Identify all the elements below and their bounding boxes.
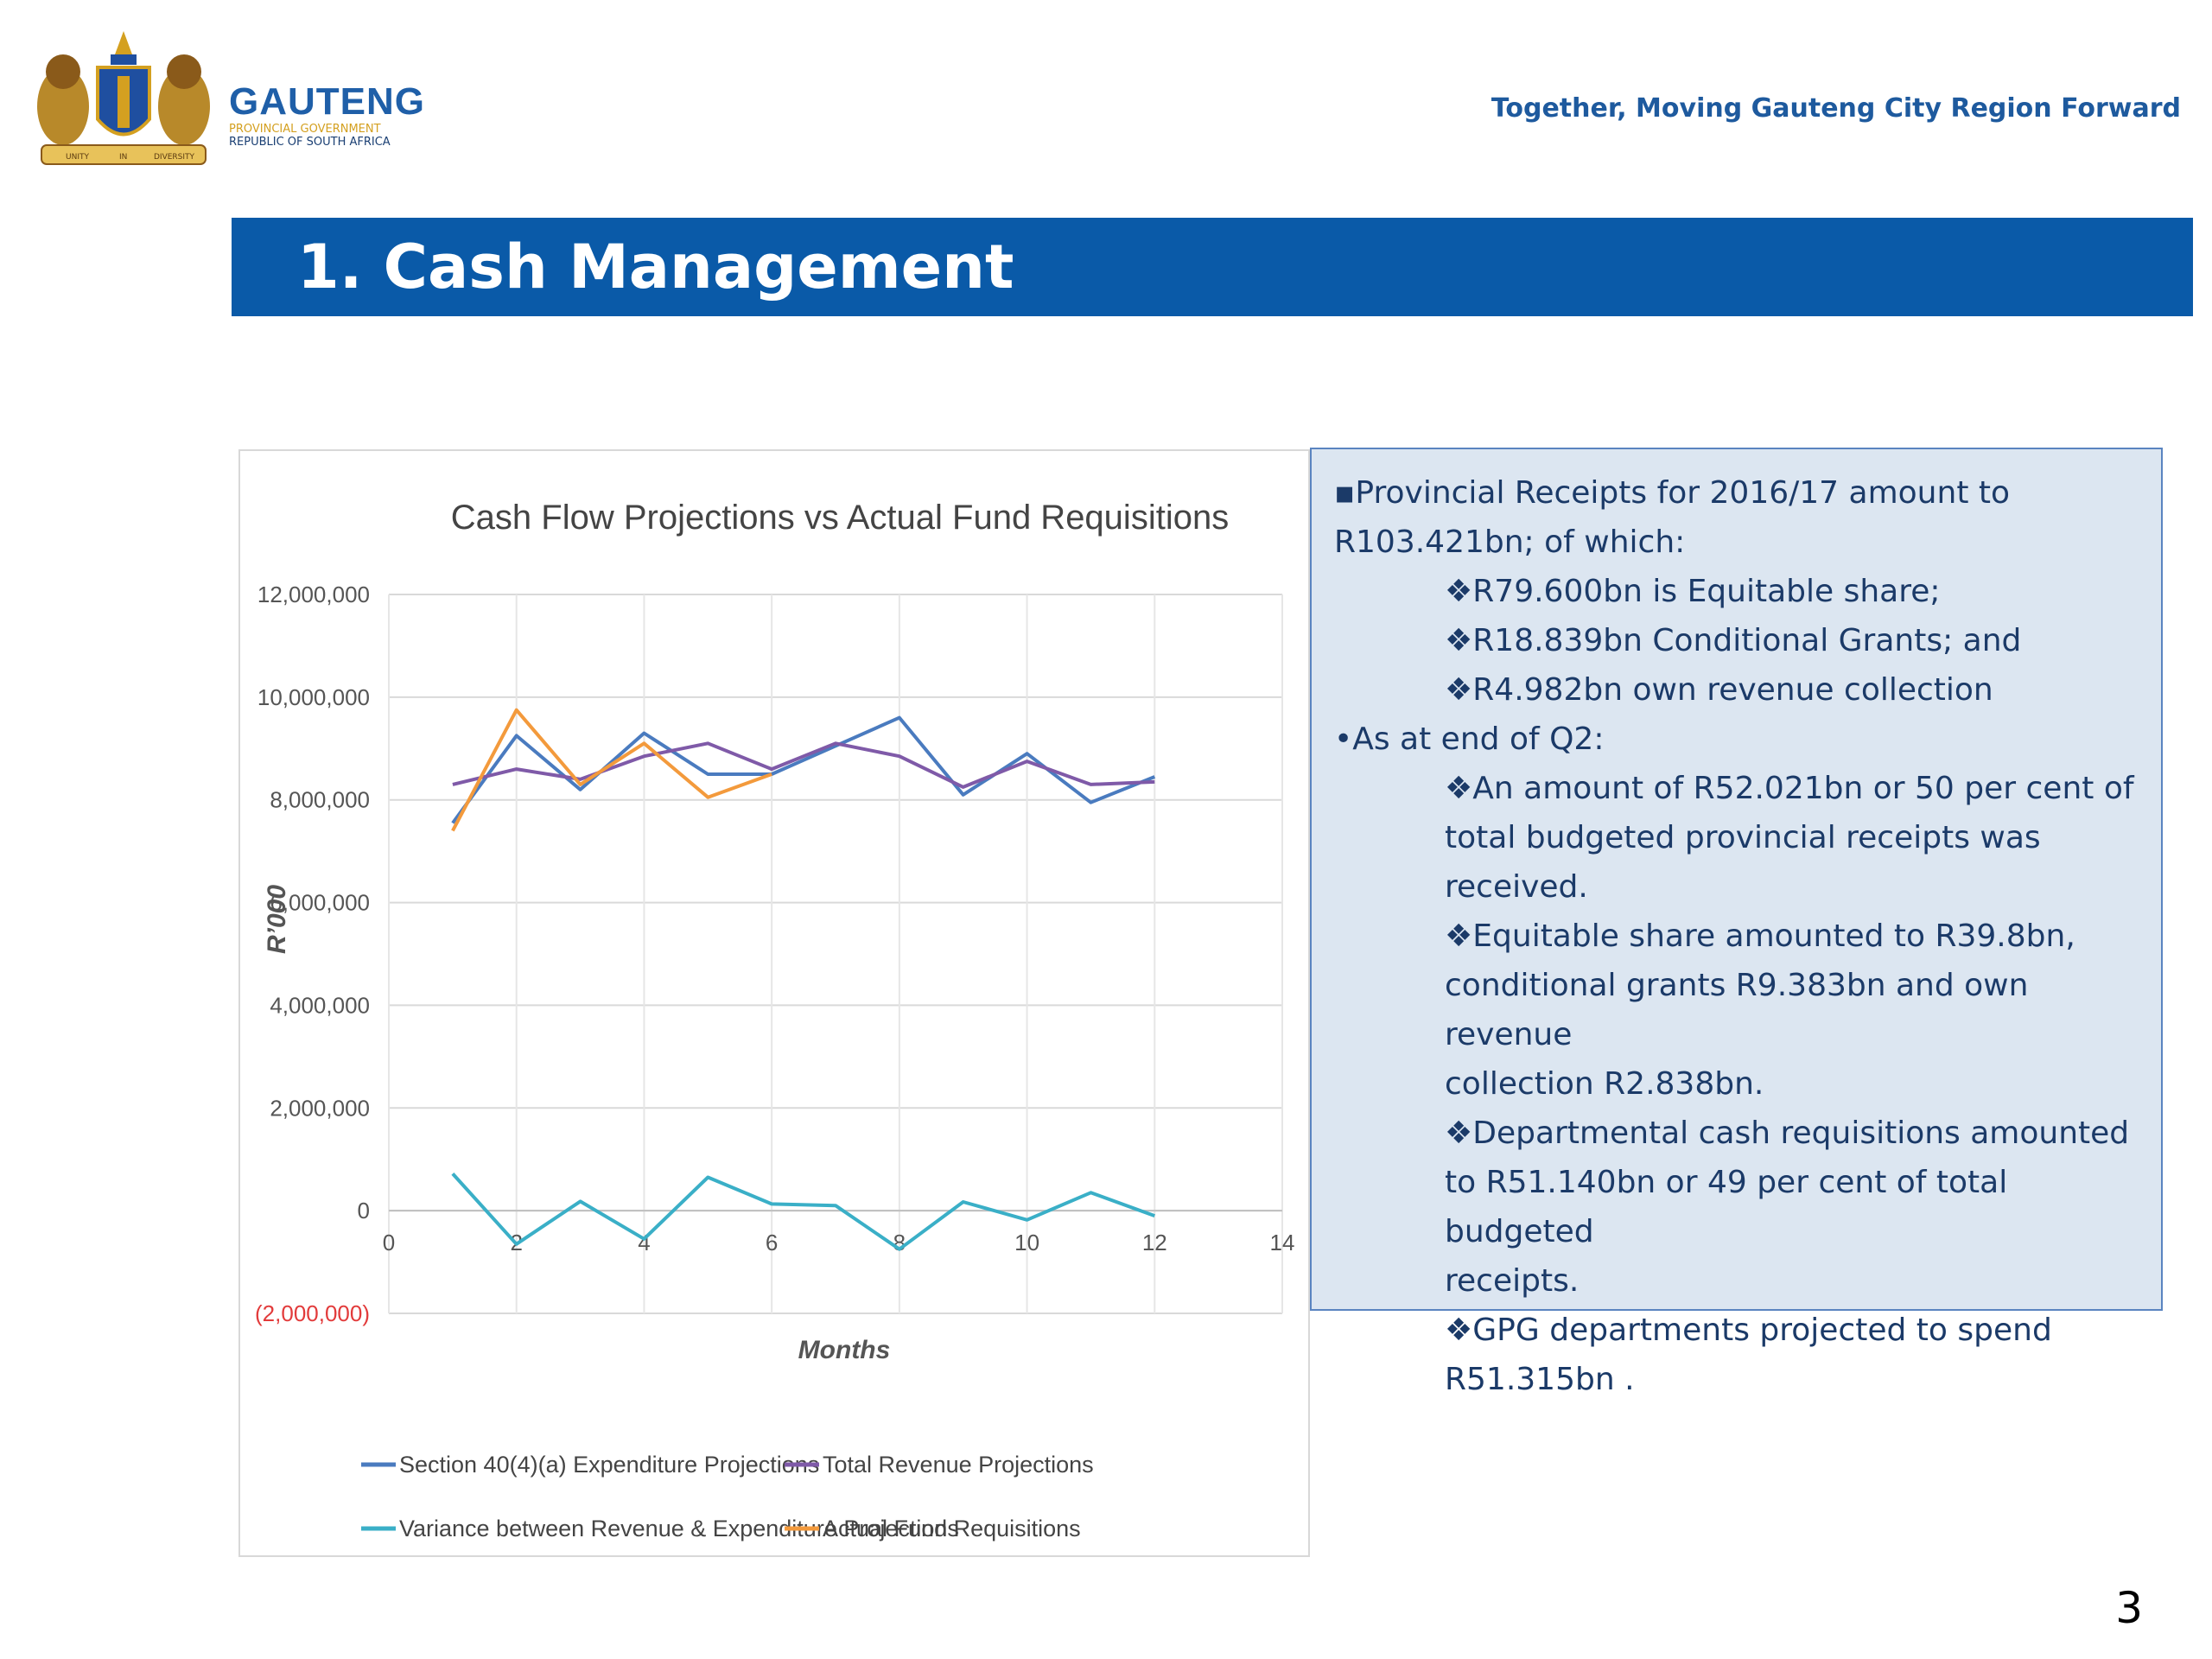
legend-label: Actual Fund Requisitions bbox=[823, 1516, 1081, 1541]
info-line: receipts. bbox=[1445, 1263, 1580, 1299]
info-line: ❖An amount of R52.021bn or 50 per cent o… bbox=[1445, 771, 2134, 806]
series-line-actual-fund-requisitions bbox=[451, 708, 772, 832]
series-line-total-revenue-projections bbox=[452, 741, 1155, 789]
legend-label: Total Revenue Projections bbox=[823, 1452, 1094, 1478]
chart-frame: Cash Flow Projections vs Actual Fund Req… bbox=[238, 449, 1310, 1557]
series-line-variance-between-revenue-expenditure-projections bbox=[451, 1173, 1155, 1251]
legend-label: Section 40(4)(a) Expenditure Projections bbox=[399, 1452, 819, 1478]
y-tick-label: 0 bbox=[358, 1198, 370, 1224]
y-tick-label: 8,000,000 bbox=[270, 787, 370, 813]
info-line: R51.315bn . bbox=[1445, 1362, 1635, 1397]
x-axis-title: Months bbox=[798, 1336, 891, 1364]
x-tick-label: 8 bbox=[893, 1230, 906, 1255]
cash-flow-line-chart: Cash Flow Projections vs Actual Fund Req… bbox=[255, 499, 1295, 1541]
legend-label: Variance between Revenue & Expenditure P… bbox=[399, 1516, 959, 1541]
logo-motto-right: DIVERSITY bbox=[154, 153, 195, 162]
brand-block: GAUTENG PROVINCIAL GOVERNMENT REPUBLIC O… bbox=[229, 83, 425, 149]
info-line: ❖R4.982bn own revenue collection bbox=[1445, 672, 1993, 708]
tagline: Together, Moving Gauteng City Region For… bbox=[1491, 93, 2181, 124]
x-tick-label: 0 bbox=[383, 1230, 395, 1255]
chart-title: Cash Flow Projections vs Actual Fund Req… bbox=[451, 499, 1229, 537]
cash-management-summary-box: ▪Provincial Receipts for 2016/17 amount … bbox=[1310, 448, 2163, 1397]
info-line: conditional grants R9.383bn and own reve… bbox=[1445, 968, 2029, 1052]
x-tick-label: 14 bbox=[1270, 1230, 1295, 1255]
gauteng-coat-of-arms-logo: UNITY IN DIVERSITY bbox=[37, 31, 210, 165]
info-line: total budgeted provincial receipts was bbox=[1445, 820, 2041, 855]
logo-motto-left: UNITY bbox=[66, 153, 89, 162]
y-tick-label: 12,000,000 bbox=[257, 582, 370, 607]
slide-title-bar: 1. Cash Management bbox=[232, 218, 2193, 316]
y-tick-label: 4,000,000 bbox=[270, 992, 370, 1018]
brand-subtitle-government: PROVINCIAL GOVERNMENT bbox=[229, 123, 381, 136]
info-line: collection R2.838bn. bbox=[1445, 1066, 1764, 1102]
brand-name: GAUTENG bbox=[229, 80, 425, 123]
info-line: received. bbox=[1445, 869, 1588, 905]
series-line-section-40-4-a-expenditure-projections bbox=[451, 715, 1156, 824]
slide-title: 1. Cash Management bbox=[297, 232, 1014, 302]
y-tick-label: (2,000,000) bbox=[255, 1300, 370, 1326]
info-line: ❖R18.839bn Conditional Grants; and bbox=[1445, 623, 2022, 658]
info-line: R103.421bn; of which: bbox=[1334, 524, 1686, 560]
y-tick-label: 10,000,000 bbox=[257, 684, 370, 710]
x-tick-label: 6 bbox=[766, 1230, 778, 1255]
info-line: to R51.140bn or 49 per cent of total bud… bbox=[1445, 1165, 2008, 1249]
page-number: 3 bbox=[2115, 1583, 2143, 1633]
y-tick-label: 6,000,000 bbox=[270, 890, 370, 916]
y-axis-title: R’000 bbox=[263, 885, 291, 954]
info-line: •As at end of Q2: bbox=[1334, 721, 1605, 757]
info-line: ❖Equitable share amounted to R39.8bn, bbox=[1445, 918, 2075, 954]
info-line: ❖GPG departments projected to spend bbox=[1445, 1313, 2052, 1348]
brand-subtitle-country: REPUBLIC OF SOUTH AFRICA bbox=[229, 136, 391, 149]
logo-motto-mid: IN bbox=[119, 153, 127, 162]
x-tick-label: 12 bbox=[1142, 1230, 1167, 1255]
info-line: ❖R79.600bn is Equitable share; bbox=[1445, 574, 1941, 609]
info-line: ▪Provincial Receipts for 2016/17 amount … bbox=[1334, 475, 2011, 511]
info-line: ❖Departmental cash requisitions amounted bbox=[1445, 1116, 2130, 1151]
x-tick-label: 10 bbox=[1014, 1230, 1039, 1255]
y-tick-label: 2,000,000 bbox=[270, 1095, 370, 1121]
